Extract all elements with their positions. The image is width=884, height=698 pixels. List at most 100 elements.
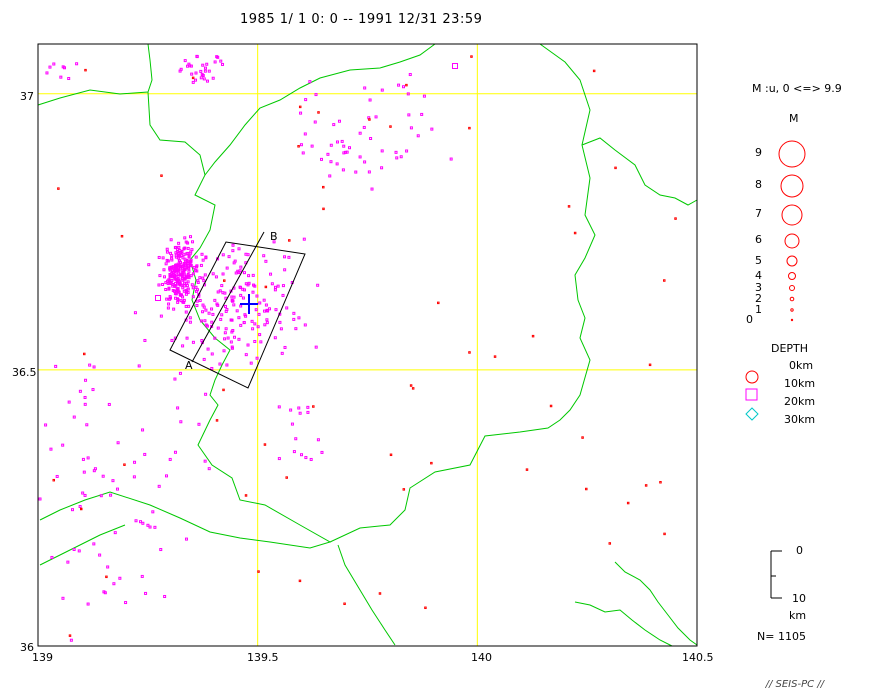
epicenter-marker — [220, 313, 224, 317]
epicenter-marker — [243, 313, 247, 317]
epicenter-marker — [205, 62, 209, 66]
epicenter-marker — [221, 272, 225, 276]
epicenter-marker — [310, 144, 314, 148]
epicenter-marker — [105, 575, 108, 579]
epicenter-marker — [134, 519, 138, 523]
epicenter-marker — [170, 254, 174, 258]
m-label-3: 3 — [755, 281, 762, 294]
epicenter-marker — [219, 317, 223, 321]
epicenter-marker — [123, 463, 126, 466]
epicenter-marker — [118, 576, 122, 580]
m-label-0: 0 — [746, 313, 753, 326]
epicenter-marker — [68, 634, 72, 637]
epicenter-marker — [302, 237, 306, 241]
epicenter-marker — [188, 320, 192, 324]
epicenter-marker — [272, 240, 276, 244]
epicenter-marker — [549, 404, 553, 408]
epicenter-marker — [335, 162, 339, 166]
epicenter-marker — [247, 274, 251, 278]
epicenter-marker — [159, 548, 163, 552]
epicenter-marker — [188, 316, 192, 320]
epicenter-marker — [232, 295, 236, 299]
epicenter-marker — [258, 301, 262, 305]
epicenter-marker — [157, 255, 161, 259]
epicenter-marker — [195, 299, 199, 303]
epicenter-marker — [301, 151, 305, 155]
epicenter-marker — [297, 145, 300, 148]
epicenter-marker — [374, 115, 378, 119]
epicenter-marker — [184, 537, 188, 541]
epicenter-marker — [237, 337, 241, 341]
epicenter-marker — [161, 256, 165, 260]
epicenter-marker — [180, 273, 184, 277]
epicenter-marker — [225, 266, 229, 270]
epicenter-marker — [189, 274, 193, 278]
epicenter-marker — [153, 525, 157, 529]
epicenter-marker — [449, 157, 453, 161]
coastlines — [37, 43, 698, 647]
epicenter-marker — [168, 457, 172, 461]
epicenter-marker — [468, 126, 471, 130]
epicenter-marker — [225, 363, 229, 367]
epicenter-marker — [277, 405, 281, 409]
epicenter-marker — [213, 336, 217, 340]
depth-label-10km: 10km — [784, 377, 816, 390]
epicenter-marker — [141, 428, 145, 432]
x-tick-139-5: 139.5 — [247, 651, 279, 664]
epicenter-marker — [239, 323, 243, 327]
epicenter-marker — [270, 282, 274, 286]
epicenter-marker — [437, 301, 440, 305]
epicenter-marker — [370, 187, 374, 191]
epicenter-marker — [411, 387, 415, 390]
epicenter-marker — [201, 310, 205, 314]
epicenter-marker — [157, 283, 161, 287]
m-label-9: 9 — [755, 146, 762, 159]
epicenter-marker — [161, 282, 165, 286]
m-label-8: 8 — [755, 178, 762, 191]
epicenter-marker — [191, 340, 195, 344]
epicenter-marker — [205, 79, 209, 83]
epicenter-marker — [186, 263, 190, 267]
epicenter-marker — [189, 263, 193, 267]
coastline-east-upper — [581, 137, 698, 206]
epicenter-marker — [133, 311, 137, 315]
epicenter-marker — [137, 364, 141, 368]
epicenter-marker — [202, 279, 206, 283]
epicenter-marker — [237, 271, 241, 275]
epicenter-marker — [167, 278, 171, 282]
epicenter-marker — [369, 137, 373, 141]
epicenter-marker — [165, 250, 169, 254]
epicenter-marker — [231, 243, 235, 247]
epicenter-marker — [218, 362, 222, 366]
epicenter-marker — [264, 259, 268, 263]
epicenter-marker — [430, 127, 434, 131]
epicenter-marker — [86, 602, 90, 606]
epicenter-marker — [343, 602, 346, 606]
epicenter-marker — [178, 69, 182, 73]
epicenter-marker — [402, 488, 406, 491]
epicenter-marker — [86, 456, 90, 460]
epicenter-marker — [204, 308, 208, 312]
epicenter-marker — [170, 258, 174, 262]
epicenter-marker — [253, 322, 257, 326]
epicenter-marker — [202, 77, 206, 81]
epicenter-marker — [179, 299, 183, 303]
epicenter-marker — [173, 377, 177, 381]
page-title: 1985 1/ 1 0: 0 -- 1991 12/31 23:59 — [240, 12, 483, 27]
epicenter-marker — [232, 303, 236, 307]
epicenter-marker — [201, 276, 205, 280]
epicenter-marker — [239, 265, 243, 269]
epicenter-marker — [176, 300, 180, 304]
epicenter-marker — [389, 125, 392, 128]
epicenter-marker — [147, 263, 151, 267]
epicenter-marker — [337, 119, 341, 123]
epicenter-marker — [196, 288, 200, 292]
magnitude-circle-icon — [790, 318, 794, 322]
epicenter-marker — [178, 259, 182, 263]
epicenter-marker — [186, 241, 190, 245]
epicenter-marker — [205, 324, 209, 328]
epicenter-marker — [78, 505, 82, 509]
epicenter-marker — [227, 255, 231, 259]
epicenter-marker — [70, 508, 74, 512]
epicenter-marker — [83, 395, 87, 399]
